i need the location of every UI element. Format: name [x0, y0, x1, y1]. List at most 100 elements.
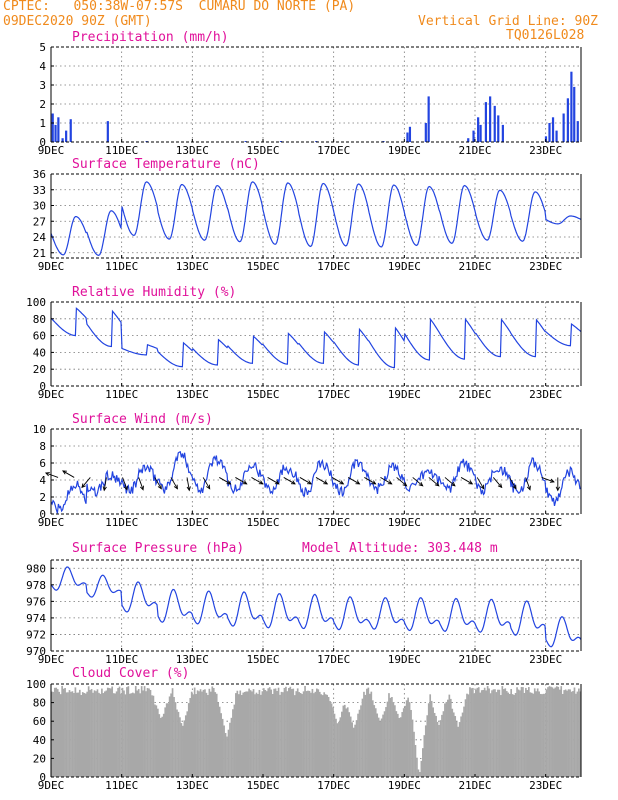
cloud-bar: [84, 693, 87, 777]
precip-bar: [69, 119, 72, 142]
wind-arrow: [492, 477, 503, 488]
x-tick-label-pressure: 23DEC: [529, 653, 562, 666]
x-tick-label-wind: 9DEC: [38, 516, 65, 529]
cloud-bar: [522, 687, 524, 777]
cloud-bar: [101, 688, 103, 777]
cloud-bar: [171, 688, 174, 777]
cloud-bar: [433, 712, 436, 777]
cloud-bar: [261, 691, 264, 777]
cloud-bar: [285, 686, 287, 777]
cloud-bar: [511, 694, 514, 777]
precip-bar: [279, 141, 283, 142]
wind-arrow-head: [323, 480, 329, 485]
wind-arrow-head: [102, 486, 107, 492]
x-tick-label-precip: 13DEC: [176, 144, 209, 157]
wind-arrow-head: [62, 470, 67, 475]
cloud-bar: [475, 689, 477, 777]
cloud-bar: [385, 707, 387, 777]
precip-bar: [548, 123, 551, 142]
wind-arrow: [331, 477, 344, 485]
cloud-bar: [535, 691, 538, 777]
cloud-bar: [280, 691, 283, 777]
cloud-bar: [435, 715, 437, 777]
cloud-bar: [320, 694, 323, 777]
precip-bar: [427, 96, 430, 142]
x-tick-label-pressure: 17DEC: [317, 653, 350, 666]
wind-arrow-head: [371, 480, 377, 485]
cloud-bar: [74, 687, 77, 777]
cloud-bar: [411, 719, 414, 777]
cloud-bar: [249, 690, 252, 777]
y-tick-label-rh: 40: [33, 346, 46, 359]
wind-arrow: [103, 477, 107, 491]
cloud-bar: [277, 687, 280, 777]
y-tick-label-precip: 2: [39, 98, 46, 111]
cloud-bar: [457, 726, 460, 777]
precip-bar: [54, 124, 57, 142]
cloud-bar: [367, 687, 370, 777]
cloud-bar: [510, 689, 513, 777]
precip-bar: [106, 121, 109, 142]
x-tick-label-cloud: 13DEC: [176, 779, 209, 792]
cloud-bar: [292, 688, 295, 777]
cloud-bar: [139, 693, 142, 777]
cloud-bar: [525, 687, 527, 777]
precip-bar: [467, 138, 470, 142]
cloud-bar: [539, 693, 542, 777]
cloud-bar: [529, 692, 532, 777]
cloud-bar: [323, 692, 326, 777]
cloud-bar: [448, 694, 451, 777]
cloud-bar: [554, 687, 557, 777]
cloud-bar: [123, 690, 125, 777]
cloud-bar: [149, 689, 152, 777]
cloud-bar: [157, 708, 159, 777]
cloud-bar: [492, 689, 495, 777]
cloud-bar: [379, 721, 381, 777]
cloud-bar: [71, 691, 74, 777]
cloud-bar: [551, 687, 554, 777]
x-tick-label-temp: 19DEC: [388, 260, 421, 273]
cloud-bar: [212, 688, 215, 777]
cloud-bar: [538, 691, 540, 777]
cloud-bar: [174, 702, 177, 777]
cloud-bar: [227, 729, 230, 777]
cloud-bar: [335, 718, 337, 777]
panel-precip: [50, 46, 582, 143]
wind-arrow: [62, 470, 75, 478]
cloud-bar: [343, 704, 346, 777]
cloud-bar: [205, 692, 208, 777]
cloud-bar: [436, 721, 439, 777]
y-tick-label-precip: 1: [39, 117, 46, 130]
x-tick-label-precip: 23DEC: [529, 144, 562, 157]
wind-arrow: [235, 477, 247, 485]
wind-arrow: [170, 477, 178, 489]
cloud-bar: [164, 707, 167, 777]
cloud-bar: [338, 721, 340, 777]
cloud-bar: [555, 686, 558, 777]
cloud-bar: [229, 722, 231, 777]
cloud-bar: [99, 693, 102, 777]
cloud-bar: [392, 702, 395, 777]
cloud-bar: [271, 693, 274, 777]
cloud-bar: [133, 693, 136, 777]
cloud-bar: [330, 703, 333, 777]
cloud-bar: [441, 714, 443, 777]
cloud-bar: [195, 694, 197, 777]
cloud-bar: [485, 690, 487, 777]
cloud-bar: [561, 693, 564, 777]
cloud-bar: [179, 717, 181, 777]
cloud-bar: [93, 690, 96, 777]
cloud-bar: [567, 689, 570, 777]
cloud-bar: [151, 695, 153, 777]
cloud-bar: [314, 691, 317, 777]
cloud-bar: [282, 692, 284, 777]
cloud-bar: [215, 693, 218, 777]
x-tick-label-cloud: 11DEC: [105, 779, 138, 792]
x-tick-label-pressure: 9DEC: [38, 653, 65, 666]
wind-arrow-head: [549, 478, 555, 483]
cloud-bar: [578, 688, 580, 777]
y-tick-label-precip: 3: [39, 79, 46, 92]
cloud-bar: [59, 694, 62, 777]
cloud-bar: [473, 693, 476, 777]
cloud-bar: [321, 695, 324, 777]
